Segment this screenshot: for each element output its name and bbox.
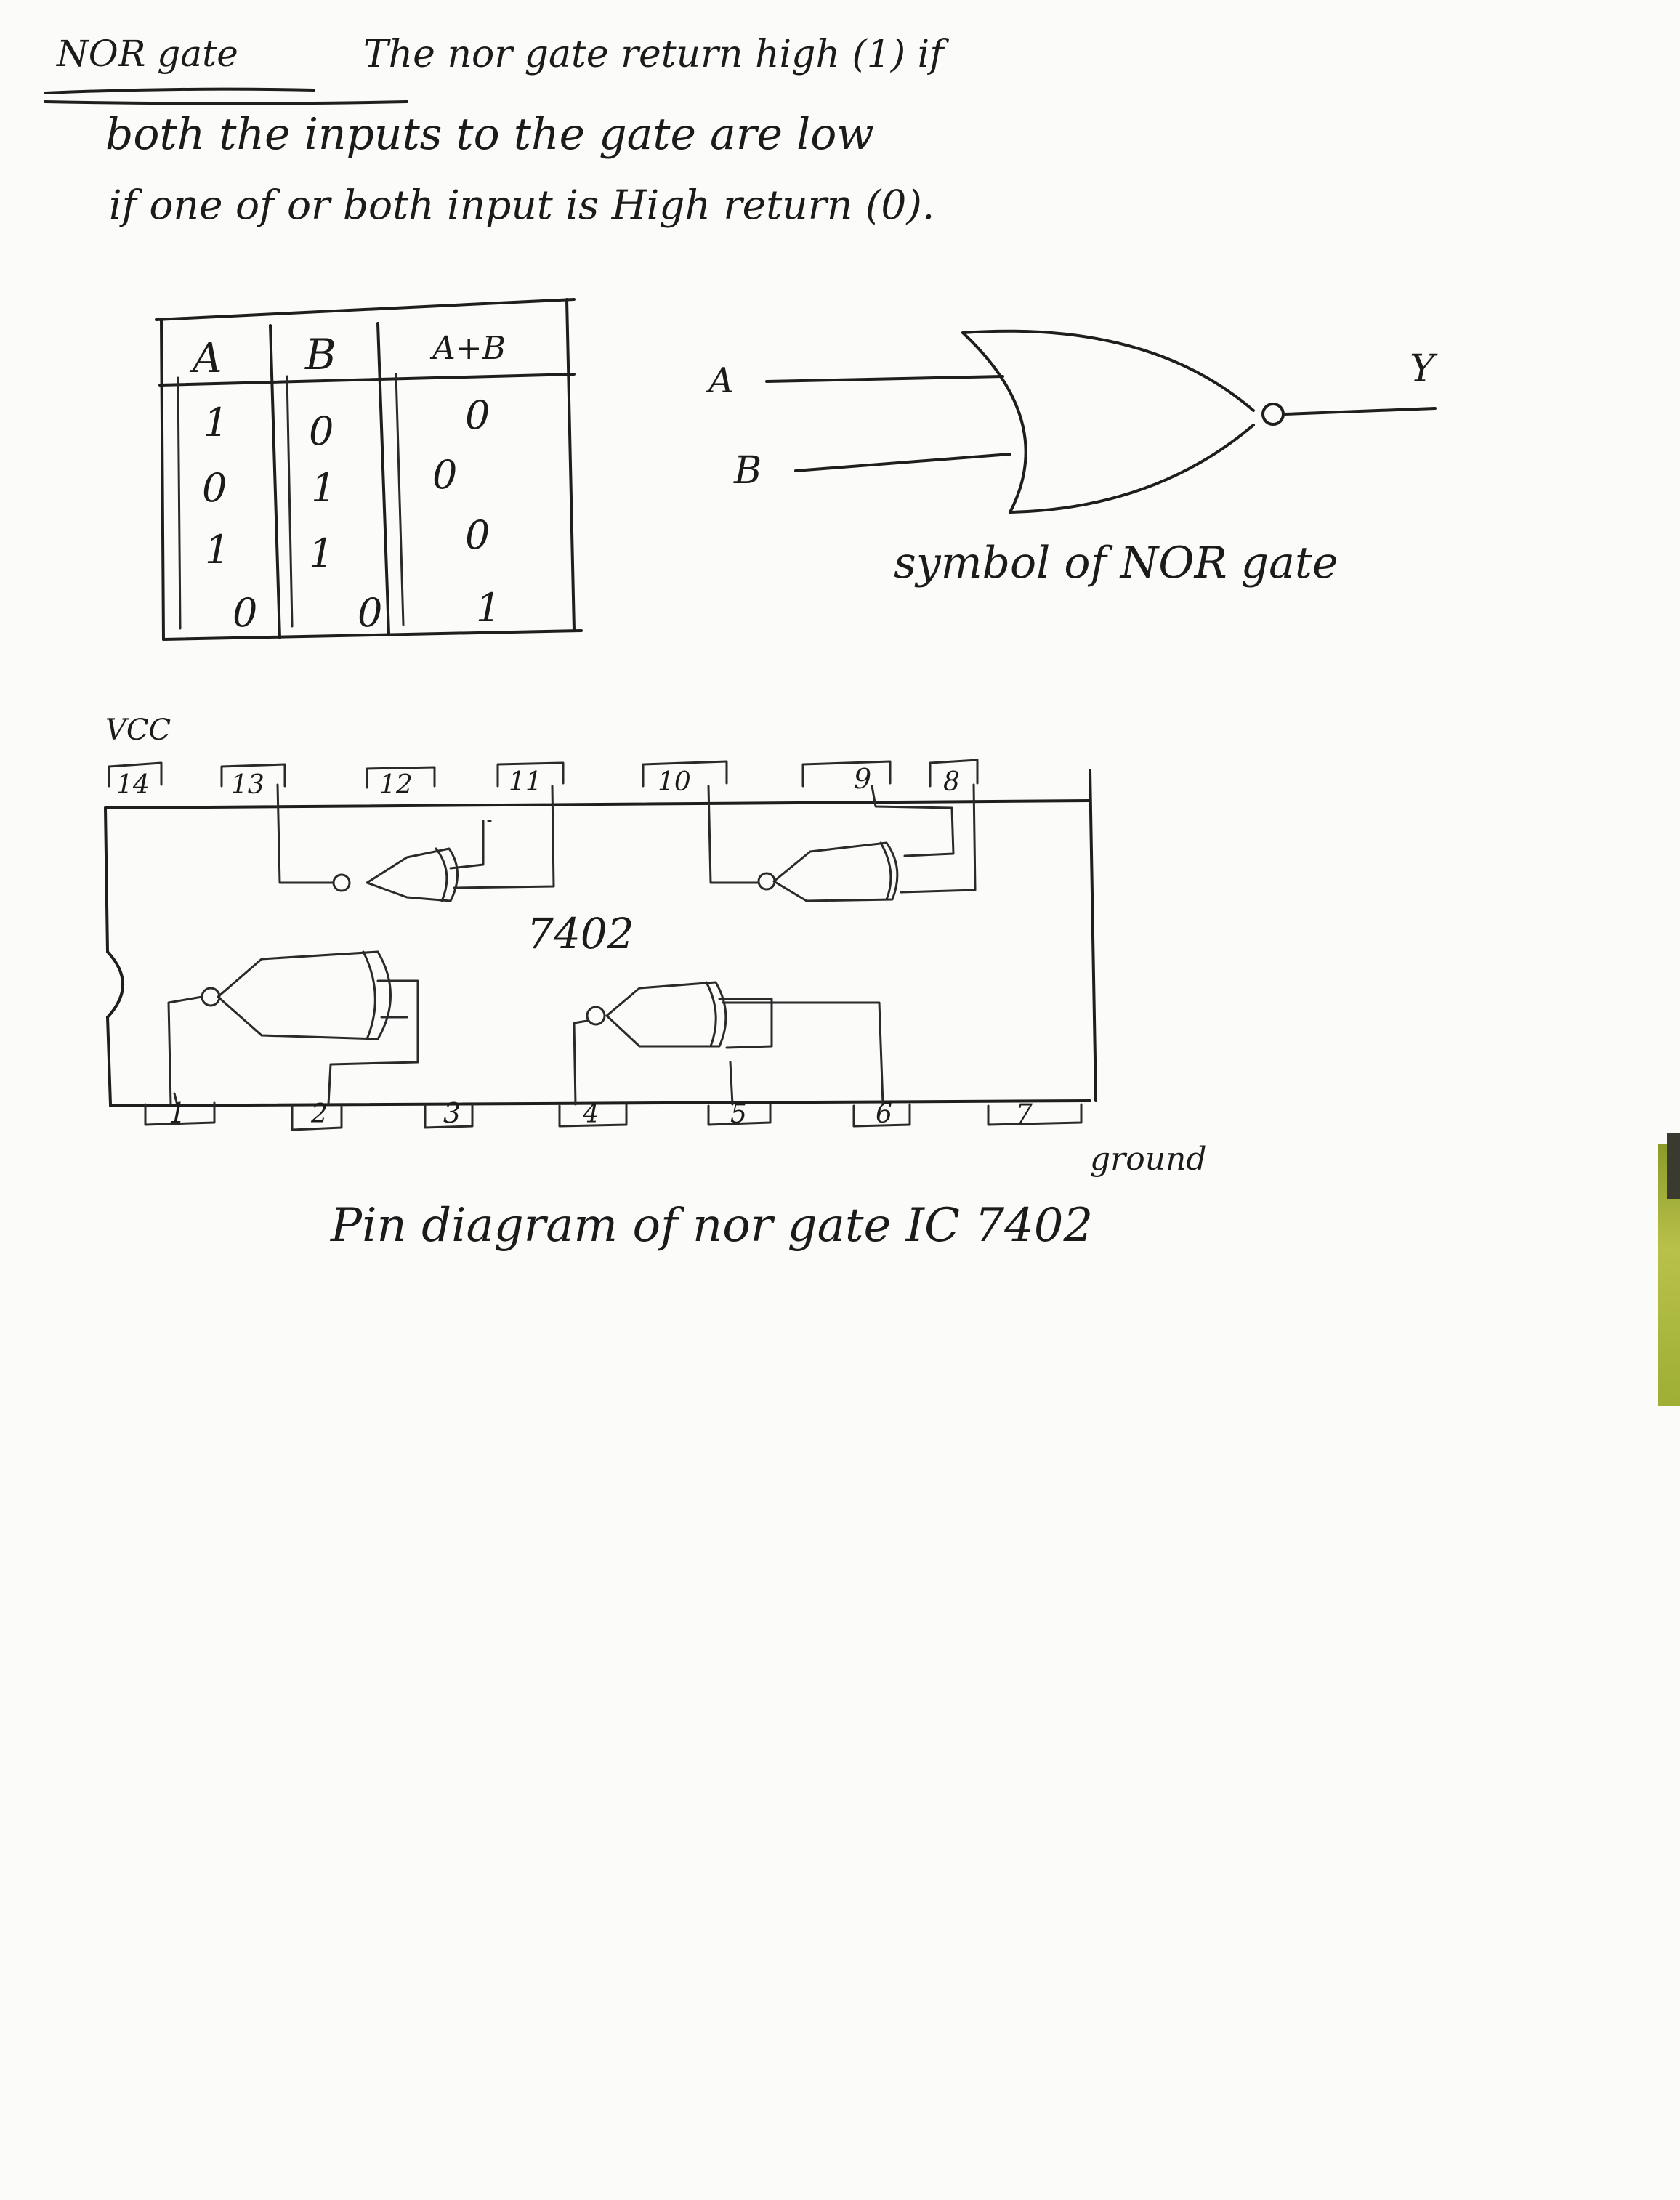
heading-line-3: if one of or both input is High return (… [109,182,935,228]
table-cell-r4-y: 1 [476,585,501,631]
bottom-pin-1: 1 [169,1097,186,1129]
top-pin-9: 9 [854,763,871,795]
table-header-b: B [304,330,336,379]
ic-caption: Pin diagram of nor gate IC 7402 [330,1199,1093,1253]
heading-line-1: The nor gate return high (1) if [363,33,944,76]
bottom-pin-2: 2 [310,1099,328,1129]
table-header-sum: A+B [429,330,506,367]
table-cell-r4-b: 0 [358,590,382,636]
top-pin-13: 13 [231,770,264,800]
photo-background-shadow [1667,1133,1680,1199]
table-cell-r1-b: 0 [309,408,334,454]
table-cell-r3-a: 1 [205,527,230,573]
bottom-pin-4: 4 [582,1099,599,1129]
top-pin-12: 12 [379,770,413,800]
nor-gate-symbol: A B Y symbol of NOR gate [706,329,1438,589]
symbol-input-a-label: A [706,360,734,401]
table-cell-r1-a: 1 [203,400,228,445]
bottom-pin-3: 3 [443,1097,461,1129]
symbol-output-label: Y [1410,347,1438,391]
table-header-a: A [189,335,222,382]
ic-7402-diagram: VCC 14 13 12 11 10 9 8 [104,713,1207,1253]
bottom-pin-6: 6 [876,1099,892,1129]
page-title: NOR gate [57,33,238,75]
truth-table: A B A+B 1 0 0 0 1 0 1 1 0 0 0 1 [155,298,583,641]
heading-line-2: both the inputs to the gate are low [105,109,874,160]
table-cell-r3-b: 1 [309,530,334,576]
table-cell-r4-a: 0 [233,590,257,636]
ic-name-label: 7402 [527,909,634,958]
table-cell-r3-y: 0 [465,512,490,558]
table-cell-r2-a: 0 [202,465,227,511]
top-pin-14: 14 [116,770,150,800]
top-pin-10: 10 [658,767,691,797]
symbol-input-b-label: B [733,449,762,493]
top-pin-11: 11 [509,767,542,797]
top-pin-8: 8 [943,767,960,797]
table-cell-r2-b: 1 [311,465,336,511]
table-cell-r1-y: 0 [465,392,490,438]
vcc-label: VCC [105,713,171,747]
bottom-pin-5: 5 [730,1099,747,1129]
bottom-pin-7: 7 [1016,1099,1033,1129]
symbol-caption: symbol of NOR gate [894,538,1338,589]
table-cell-r2-y: 0 [432,452,457,498]
ground-label: ground [1090,1141,1207,1178]
